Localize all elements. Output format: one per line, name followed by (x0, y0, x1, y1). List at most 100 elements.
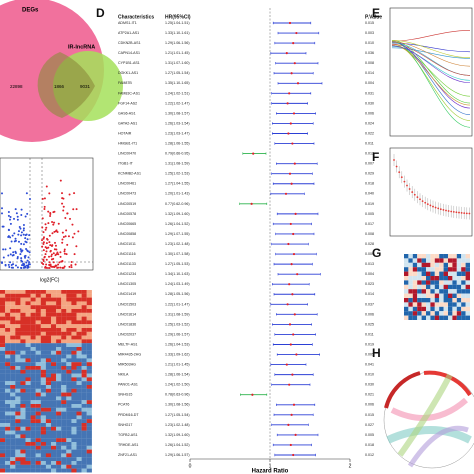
heatmap-cell (25, 347, 31, 351)
heatmap-cell (81, 339, 87, 344)
heatmap-cell (10, 434, 16, 439)
coefficient-path (391, 40, 471, 59)
heatmap-cell (86, 373, 92, 378)
heatmap-cell (81, 328, 87, 332)
heatmap-cell (35, 411, 41, 416)
heatmap-cell (20, 423, 26, 427)
heatmap-cell (86, 293, 92, 298)
heatmap-cell (45, 335, 52, 340)
heatmap-cell (0, 320, 6, 325)
heatmap-cell (25, 388, 31, 393)
heatmap-cell (10, 407, 16, 412)
heatmap-cell (15, 404, 21, 408)
heatmap-cell (35, 438, 41, 443)
heatmap-cell (15, 442, 21, 446)
correlation-cell (412, 315, 418, 320)
heatmap-cell (66, 309, 72, 313)
volcano-point (73, 192, 76, 195)
heatmap-cell (10, 400, 16, 405)
heatmap-cell (15, 392, 21, 397)
hr-text: 1.22(1.01-1.47) (165, 302, 190, 306)
heatmap-cell (10, 442, 16, 446)
heatmap-cell (10, 388, 16, 393)
hr-point (288, 21, 292, 25)
volcano-point (53, 230, 56, 233)
heatmap-cell (51, 350, 57, 355)
correlation-cell (408, 267, 413, 272)
correlation-cell (443, 302, 448, 307)
heatmap-cell (61, 350, 67, 355)
correlation-cell (456, 267, 462, 272)
cv-point (468, 212, 471, 215)
hr-point (292, 232, 295, 236)
correlation-cell (421, 306, 426, 312)
heatmap-cell (35, 366, 41, 370)
heatmap-cell (25, 468, 31, 473)
correlation-cell (434, 267, 440, 272)
heatmap-cell (56, 347, 62, 351)
heatmap-cell (10, 293, 16, 298)
heatmap-cell (61, 461, 67, 465)
volcano-point (17, 230, 20, 233)
heatmap-cell (5, 464, 11, 469)
heatmap-cell (35, 400, 41, 405)
panel-label: F (372, 150, 379, 164)
heatmap-cell (81, 411, 87, 416)
heatmap-cell (0, 423, 6, 427)
volcano-point (42, 258, 45, 261)
volcano-point (75, 245, 78, 248)
heatmap-cell (30, 461, 36, 465)
heatmap-cell (0, 381, 6, 386)
heatmap-cell (15, 339, 21, 344)
volcano-point (2, 225, 5, 228)
correlation-cell (430, 306, 435, 312)
heatmap-cell (71, 381, 77, 386)
heatmap-cell (45, 385, 52, 389)
heatmap-cell (15, 468, 21, 473)
heatmap-cell (10, 426, 16, 431)
heatmap-cell (76, 358, 82, 363)
heatmap-cell (10, 464, 16, 469)
heatmap-cell (71, 392, 77, 397)
heatmap-cell (40, 407, 46, 412)
correlation-cell (430, 254, 435, 259)
volcano-point (49, 265, 52, 268)
heatmap-cell (5, 434, 11, 439)
heatmap-cell (40, 430, 46, 435)
heatmap-cell (51, 396, 57, 401)
heatmap-cell (20, 404, 26, 408)
volcano-point (44, 265, 47, 268)
coefficient-path (391, 41, 471, 109)
volcano-point (50, 255, 53, 258)
heatmap-cell (10, 411, 16, 416)
volcano-point (61, 241, 64, 244)
volcano-point (56, 251, 59, 254)
heatmap-cell (25, 377, 31, 382)
hr-text: 1.29(1.06-1.56) (165, 41, 190, 45)
heatmap-cell (30, 301, 36, 306)
correlation-cell (443, 284, 448, 290)
heatmap-cell (71, 290, 77, 294)
heatmap-cell (86, 362, 92, 367)
heatmap-cell (56, 373, 62, 378)
heatmap-cell (40, 301, 46, 306)
heatmap-cell (25, 457, 31, 462)
correlation-cell (456, 302, 462, 307)
heatmap-cell (15, 366, 21, 370)
row-name: DGKK1-AS1 (118, 71, 138, 75)
heatmap-cell (71, 320, 77, 325)
heatmap-cell (30, 297, 36, 302)
cv-point (398, 171, 401, 174)
volcano-point (9, 236, 12, 239)
heatmap-cell (10, 377, 16, 382)
heatmap-cell (45, 381, 52, 386)
volcano-point (22, 223, 25, 226)
heatmap-cell (25, 442, 31, 446)
correlation-cell (434, 293, 440, 298)
heatmap-cell (71, 415, 77, 420)
p-value: 0.011 (365, 332, 374, 336)
correlation-cell (439, 280, 444, 285)
venn-count: 1866 (54, 84, 65, 89)
heatmap-cell (0, 457, 6, 462)
heatmap-cell (20, 415, 26, 420)
